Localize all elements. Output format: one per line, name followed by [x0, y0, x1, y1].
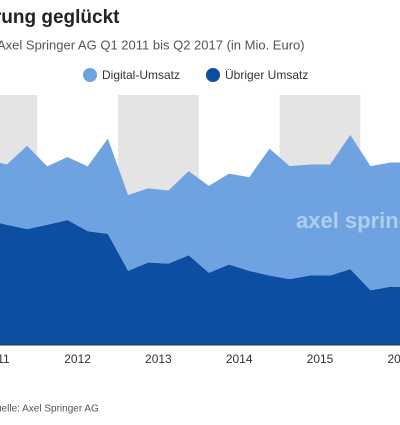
legend-marker: [83, 68, 97, 82]
area: [0, 220, 400, 345]
area: [0, 135, 400, 291]
x-tick-label: 2015: [307, 352, 334, 366]
watermark: axel springer: [296, 208, 400, 233]
legend-label: Digital-Umsatz: [102, 68, 180, 82]
legend-marker: [206, 68, 220, 82]
x-tick-label: 2013: [145, 352, 172, 366]
source: uelle: Axel Springer AG: [0, 404, 99, 415]
overlay: 2011 2012 2013 2014 2015 2016 Digital-Umsatz Üb…: [0, 68, 400, 366]
plot: axel springer: [0, 95, 400, 345]
x-tick-label: 2012: [64, 352, 91, 366]
x-tick-label: 2011: [0, 352, 10, 366]
chart-subtitle: Axel Springer AG Q1 2011 bis Q2 2017 (in…: [0, 37, 305, 52]
chart-title: ierung geglückt: [0, 7, 120, 28]
x-tick-label: 2016: [387, 352, 400, 366]
legend-label: Übriger Umsatz: [225, 68, 308, 82]
x-tick-label: 2014: [226, 352, 253, 366]
